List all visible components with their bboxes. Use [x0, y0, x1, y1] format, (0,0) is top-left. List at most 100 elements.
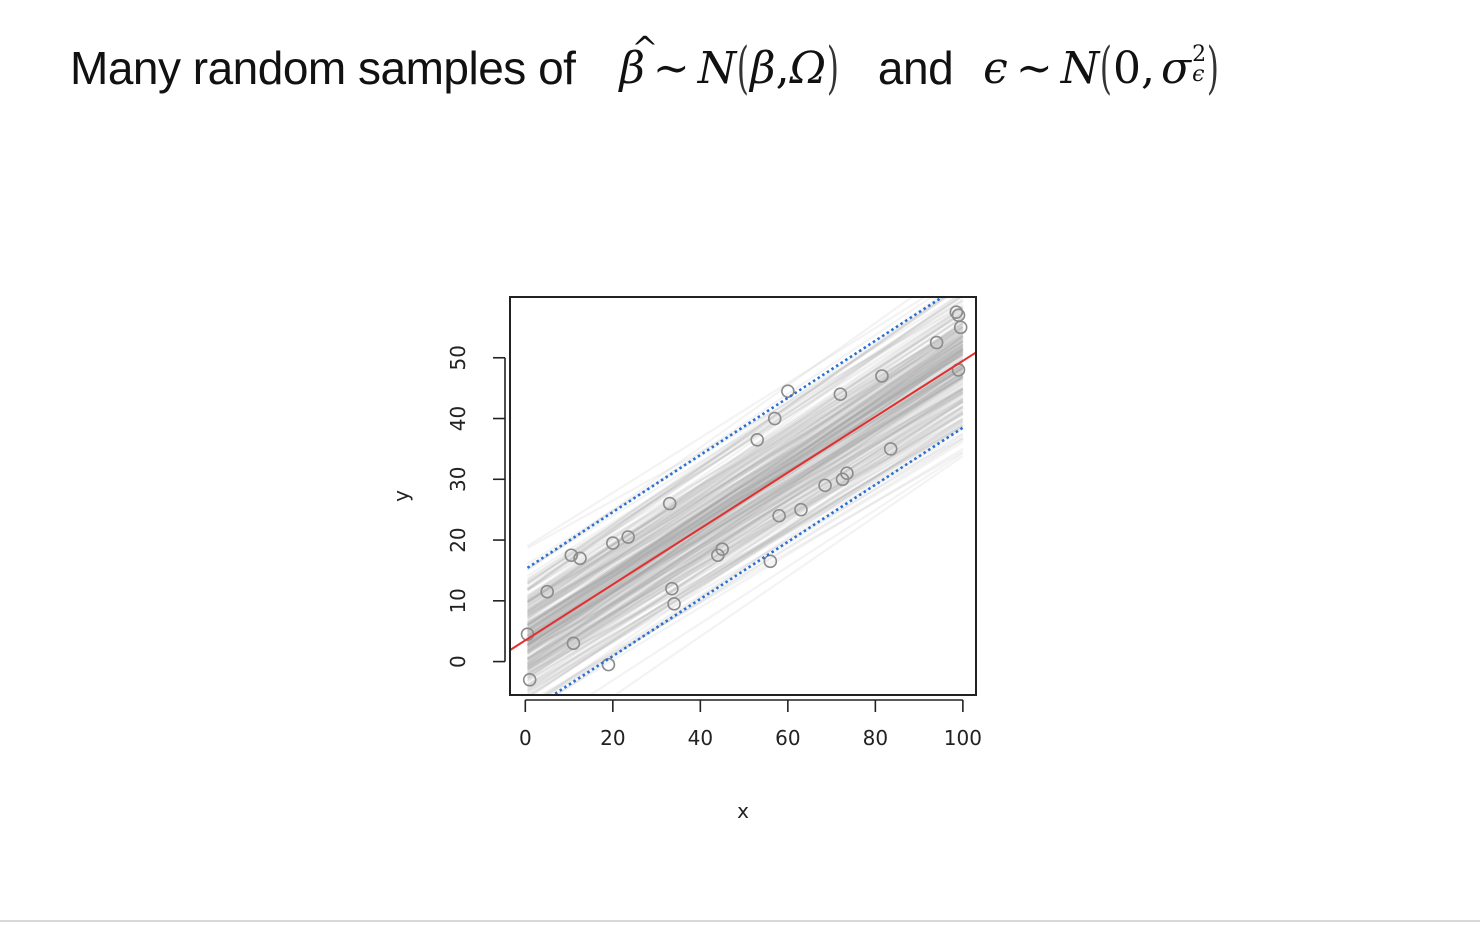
- simulated-line: [526, 335, 964, 661]
- simulated-line: [526, 349, 964, 646]
- simulated-line: [526, 323, 964, 599]
- simulated-line: [546, 438, 964, 695]
- simulated-line: [526, 325, 964, 608]
- sigma-superscript: 2: [1192, 42, 1207, 67]
- x-axis: 0 20 40 60 80 100: [519, 699, 982, 750]
- simulated-line: [526, 349, 964, 626]
- simulated-line: [526, 352, 964, 652]
- simulated-line: [526, 375, 964, 670]
- fit-line: [510, 351, 976, 651]
- simulated-line: [526, 334, 964, 632]
- simulated-line: [526, 320, 964, 621]
- simulated-line: [526, 335, 964, 652]
- simulated-line: [526, 342, 964, 635]
- beta-hat-letter: β: [619, 42, 645, 94]
- simulated-line: [526, 316, 964, 607]
- simulated-line: [526, 297, 934, 571]
- simulated-line: [526, 424, 964, 687]
- simulated-line: [526, 357, 964, 634]
- simulated-line: [526, 297, 962, 591]
- simulated-line: [526, 406, 964, 683]
- simulated-line: [526, 322, 964, 601]
- simulated-line: [526, 366, 964, 655]
- simulated-line: [526, 316, 964, 614]
- simulated-line: [526, 400, 964, 686]
- simulated-line: [526, 343, 964, 612]
- x-tick-label: 60: [775, 726, 800, 750]
- simulated-line: [526, 337, 964, 632]
- simulated-line: [526, 345, 964, 641]
- simulated-line: [526, 345, 964, 625]
- simulated-line: [526, 326, 964, 600]
- simulated-line: [526, 391, 964, 692]
- simulated-line: [527, 419, 964, 695]
- simulated-line: [526, 374, 964, 660]
- simulated-line: [526, 347, 964, 626]
- simulated-line: [526, 372, 964, 660]
- simulated-line: [526, 335, 964, 620]
- simulated-line: [526, 371, 964, 662]
- data-point: [818, 478, 832, 493]
- data-point: [763, 554, 778, 569]
- simulated-line: [526, 356, 964, 614]
- simulated-line: [526, 345, 964, 613]
- simulated-line: [526, 322, 964, 607]
- simulated-line: [526, 352, 964, 651]
- title-prefix: Many random samples of: [70, 42, 576, 94]
- simulated-line: [526, 423, 964, 689]
- simulated-line: [526, 376, 964, 671]
- simulated-line: [526, 363, 964, 643]
- regression-chart: 0 20 40 60 80 100 0 10 20 30 40 50 x y: [389, 296, 982, 823]
- simulated-line: [526, 349, 964, 637]
- simulated-line: [526, 340, 964, 626]
- simulated-line: [526, 390, 964, 676]
- beta-hat-distribution: β ^ ~ N ( β , Ω ): [619, 29, 839, 101]
- data-point: [772, 508, 786, 523]
- y-axis: 0 10 20 30 40 50: [446, 345, 506, 668]
- simulated-line: [526, 339, 964, 629]
- simulated-line: [526, 329, 964, 613]
- simulated-line: [526, 409, 964, 675]
- simulated-line: [526, 325, 964, 636]
- data-points: [520, 305, 968, 687]
- simulated-line: [526, 327, 964, 604]
- simulated-lines: [526, 297, 964, 695]
- data-point: [949, 305, 964, 319]
- simulated-line: [544, 406, 964, 695]
- sigma-symbol: σ: [1161, 42, 1192, 94]
- simulated-line: [526, 409, 964, 670]
- simulated-line: [526, 387, 964, 641]
- simulated-line: [526, 329, 964, 604]
- simulated-line: [526, 349, 964, 665]
- paren-close-2: ): [1206, 35, 1220, 101]
- simulated-line: [526, 423, 964, 688]
- epsilon-symbol: ϵ: [983, 42, 1008, 94]
- simulated-line: [526, 405, 964, 652]
- simulated-line: [526, 406, 964, 664]
- simulated-line: [526, 353, 964, 602]
- simulated-line: [526, 367, 964, 630]
- simulated-line: [526, 309, 964, 604]
- simulated-line: [526, 362, 964, 647]
- simulated-line: [528, 411, 964, 695]
- data-point: [883, 442, 898, 456]
- simulated-line: [526, 340, 964, 603]
- simulated-line: [526, 370, 964, 633]
- simulated-line: [526, 297, 914, 572]
- simulated-line: [541, 427, 964, 695]
- simulated-line: [526, 381, 964, 676]
- simulated-line: [526, 297, 948, 591]
- simulated-line: [526, 406, 964, 670]
- simulated-line: [526, 325, 964, 583]
- simulated-line: [526, 344, 964, 626]
- sigma-scripts: 2 ϵ: [1192, 42, 1207, 86]
- simulated-line: [526, 404, 964, 695]
- simulated-line: [526, 325, 964, 592]
- simulated-line: [526, 413, 964, 672]
- simulated-line: [526, 341, 964, 640]
- simulated-line: [526, 363, 964, 627]
- simulated-line: [526, 345, 964, 632]
- simulated-line: [526, 396, 964, 655]
- simulated-line: [526, 354, 964, 616]
- simulated-line: [526, 400, 964, 678]
